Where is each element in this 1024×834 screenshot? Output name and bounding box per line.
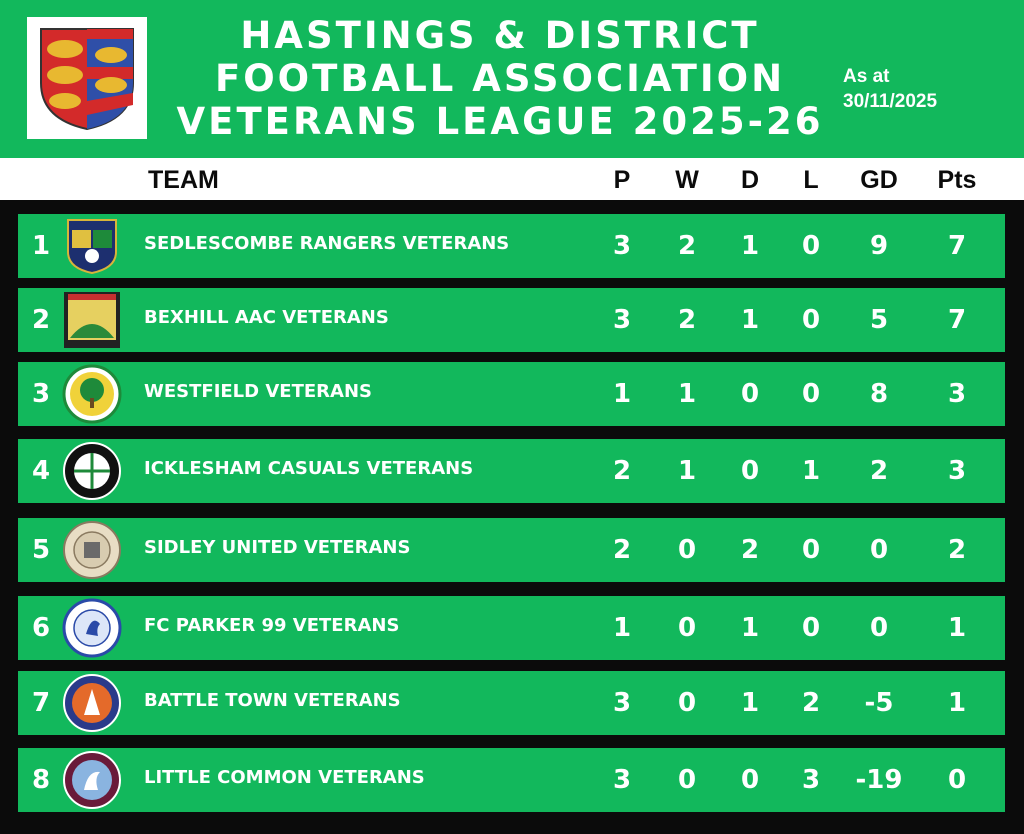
drawn-value: 1 (740, 231, 760, 261)
table-row: 1 SEDLESCOMBE RANGERS VETERANS 3 2 1 0 9 7 (18, 214, 1005, 278)
position-number: 1 (31, 231, 51, 261)
column-points: Pts (937, 166, 977, 194)
lost-value: 0 (801, 305, 821, 335)
table-row: 6 FC PARKER 99 VETERANS 1 0 1 0 0 1 (18, 596, 1005, 660)
fc-parker-99-badge-icon (62, 598, 122, 658)
sedlescombe-rangers-badge-icon (62, 216, 122, 276)
drawn-value: 2 (740, 535, 760, 565)
goal-difference-value: 8 (869, 379, 889, 409)
goal-difference-value: 5 (869, 305, 889, 335)
won-value: 0 (677, 688, 697, 718)
column-goal-difference: GD (860, 166, 898, 194)
drawn-value: 1 (740, 613, 760, 643)
table-row: 8 LITTLE COMMON VETERANS 3 0 0 3 -19 0 (18, 748, 1005, 812)
points-value: 7 (947, 305, 967, 335)
table-row: 7 BATTLE TOWN VETERANS 3 0 1 2 -5 1 (18, 671, 1005, 735)
goal-difference-value: 9 (869, 231, 889, 261)
goal-difference-value: 0 (869, 613, 889, 643)
position-number: 4 (31, 456, 51, 486)
points-value: 3 (947, 379, 967, 409)
played-value: 3 (612, 765, 632, 795)
lost-value: 0 (801, 379, 821, 409)
won-value: 1 (677, 456, 697, 486)
position-number: 2 (31, 305, 51, 335)
column-team: TEAM (148, 166, 219, 194)
team-name: BEXHILL AAC VETERANS (144, 307, 389, 328)
as-at-label: As at (843, 66, 890, 87)
lost-value: 1 (801, 456, 821, 486)
team-name: LITTLE COMMON VETERANS (144, 767, 425, 788)
title-line-3: VETERANS LEAGUE 2025-26 (176, 100, 824, 143)
played-value: 2 (612, 456, 632, 486)
won-value: 2 (677, 305, 697, 335)
team-name: ICKLESHAM CASUALS VETERANS (144, 458, 474, 479)
drawn-value: 1 (740, 305, 760, 335)
points-value: 1 (947, 613, 967, 643)
column-won: W (675, 166, 699, 194)
team-name: FC PARKER 99 VETERANS (144, 615, 400, 636)
title-line-1: HASTINGS & DISTRICT (240, 14, 760, 57)
association-crest-icon (27, 17, 147, 139)
sidley-united-badge-icon (62, 520, 122, 580)
drawn-value: 0 (740, 456, 760, 486)
position-number: 8 (31, 765, 51, 795)
team-name: BATTLE TOWN VETERANS (144, 690, 401, 711)
position-number: 5 (31, 535, 51, 565)
lost-value: 3 (801, 765, 821, 795)
title-line-2: FOOTBALL ASSOCIATION (214, 57, 786, 100)
goal-difference-value: -19 (855, 765, 903, 795)
position-number: 6 (31, 613, 51, 643)
goal-difference-value: 2 (869, 456, 889, 486)
won-value: 0 (677, 765, 697, 795)
won-value: 0 (677, 613, 697, 643)
battle-town-badge-icon (62, 673, 122, 733)
lost-value: 0 (801, 535, 821, 565)
table-row: 4 ICKLESHAM CASUALS VETERANS 2 1 0 1 2 3 (18, 439, 1005, 503)
won-value: 0 (677, 535, 697, 565)
points-value: 0 (947, 765, 967, 795)
team-name: SIDLEY UNITED VETERANS (144, 537, 411, 558)
won-value: 2 (677, 231, 697, 261)
as-at-value: 30/11/2025 (843, 91, 938, 112)
position-number: 7 (31, 688, 51, 718)
points-value: 1 (947, 688, 967, 718)
team-name: WESTFIELD VETERANS (144, 381, 372, 402)
lost-value: 0 (801, 613, 821, 643)
westfield-badge-icon (62, 364, 122, 424)
played-value: 3 (612, 231, 632, 261)
table-row: 3 WESTFIELD VETERANS 1 1 0 0 8 3 (18, 362, 1005, 426)
as-at-date: As at 30/11/2025 (843, 64, 937, 114)
column-lost: L (803, 166, 819, 194)
played-value: 3 (612, 688, 632, 718)
lost-value: 0 (801, 231, 821, 261)
played-value: 1 (612, 613, 632, 643)
column-drawn: D (740, 166, 760, 194)
column-headers: TEAM P W D L GD Pts (0, 158, 1024, 200)
goal-difference-value: 0 (869, 535, 889, 565)
page-title: HASTINGS & DISTRICT FOOTBALL ASSOCIATION… (160, 14, 840, 143)
column-played: P (613, 166, 631, 194)
header-banner: HASTINGS & DISTRICT FOOTBALL ASSOCIATION… (0, 0, 1024, 158)
drawn-value: 0 (740, 379, 760, 409)
bexhill-aac-badge-icon (62, 290, 122, 350)
points-value: 7 (947, 231, 967, 261)
drawn-value: 0 (740, 765, 760, 795)
won-value: 1 (677, 379, 697, 409)
points-value: 3 (947, 456, 967, 486)
position-number: 3 (31, 379, 51, 409)
team-name: SEDLESCOMBE RANGERS VETERANS (144, 233, 510, 254)
played-value: 3 (612, 305, 632, 335)
lost-value: 2 (801, 688, 821, 718)
played-value: 2 (612, 535, 632, 565)
drawn-value: 1 (740, 688, 760, 718)
little-common-badge-icon (62, 750, 122, 810)
played-value: 1 (612, 379, 632, 409)
icklesham-casuals-badge-icon (62, 441, 122, 501)
points-value: 2 (947, 535, 967, 565)
goal-difference-value: -5 (864, 688, 894, 718)
table-row: 5 SIDLEY UNITED VETERANS 2 0 2 0 0 2 (18, 518, 1005, 582)
table-row: 2 BEXHILL AAC VETERANS 3 2 1 0 5 7 (18, 288, 1005, 352)
